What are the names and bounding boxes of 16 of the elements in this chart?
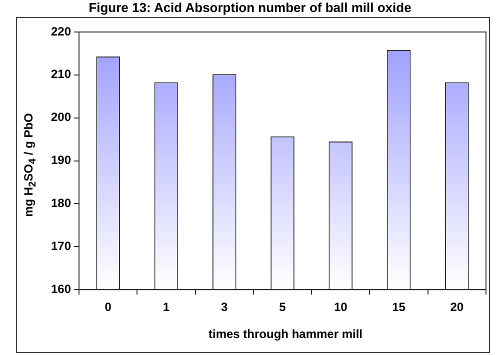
y-tick-label: 180 <box>50 196 72 210</box>
x-tick-label: 5 <box>279 300 286 314</box>
y-tick-label: 160 <box>50 282 72 296</box>
x-tick-label: 15 <box>392 300 406 314</box>
y-tick-label: 200 <box>50 110 72 124</box>
chart-title: Figure 13: Acid Absorption number of ball mill oxide <box>88 0 412 16</box>
y-tick-label: 170 <box>50 238 72 253</box>
x-tick-label: 10 <box>334 300 348 314</box>
x-axis-title: times through hammer mill <box>207 327 364 341</box>
x-tick-label: 0 <box>104 300 112 314</box>
x-tick-label: 1 <box>162 300 170 314</box>
x-tick-label: 3 <box>221 300 228 314</box>
y-tick-label: 210 <box>50 67 72 82</box>
y-tick-label: 190 <box>50 153 72 168</box>
y-tick-label: 220 <box>50 24 72 38</box>
x-tick-label: 20 <box>450 300 464 314</box>
